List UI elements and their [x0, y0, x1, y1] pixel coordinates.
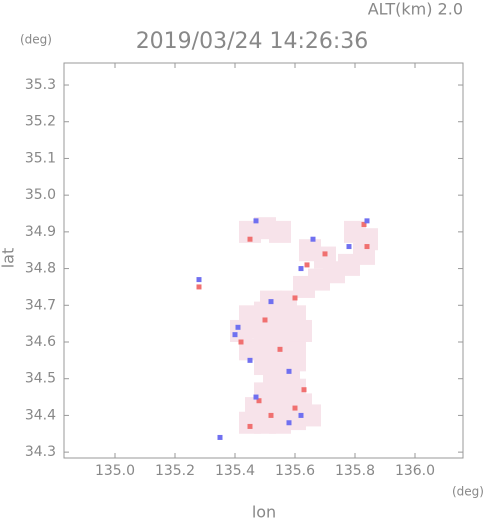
echo-point [217, 434, 223, 440]
y-tick-label: 34.4 [25, 407, 56, 423]
echo-point [286, 420, 292, 426]
x-tick-label: 135.6 [275, 463, 315, 479]
echo-point [268, 299, 274, 305]
y-tick-label: 35.2 [25, 114, 56, 130]
echo-point [361, 222, 367, 228]
echo-point [238, 339, 244, 345]
echo-point [356, 228, 378, 251]
y-tick-label: 35.1 [25, 150, 56, 166]
echo-point [262, 317, 268, 323]
echo-point [196, 284, 202, 290]
echo-point [346, 244, 352, 250]
echo-point [322, 251, 328, 257]
chart-title: 2019/03/24 14:26:36 [136, 29, 369, 54]
altitude-label: ALT(km) 2.0 [368, 0, 463, 19]
echo-point [299, 239, 321, 262]
y-unit: (deg) [20, 33, 52, 47]
echo-point [256, 398, 262, 404]
echo-point [253, 218, 259, 224]
y-tick-label: 34.9 [25, 224, 56, 240]
echo-point [247, 236, 253, 242]
echo-point [253, 394, 259, 400]
y-tick-label: 34.7 [25, 297, 56, 313]
echo-point [310, 236, 316, 242]
echo-point [275, 290, 297, 313]
echo-point [298, 412, 304, 418]
y-tick-label: 34.8 [25, 261, 56, 277]
x-tick-label: 135.8 [335, 463, 375, 479]
x-axis-label: lon [252, 503, 276, 521]
y-tick-label: 34.5 [25, 371, 56, 387]
y-tick-label: 35.3 [25, 77, 56, 93]
echo-point [268, 412, 274, 418]
echo-point [269, 220, 291, 243]
echo-point [301, 387, 307, 393]
x-tick-label: 135.2 [155, 463, 195, 479]
y-tick-label: 34.3 [25, 444, 56, 460]
echo-point [364, 244, 370, 250]
echo-point [364, 218, 370, 224]
echo-point [235, 324, 241, 330]
y-tick-label: 34.6 [25, 334, 56, 350]
x-unit: (deg) [452, 485, 484, 499]
echo-point [292, 295, 298, 301]
echo-point [232, 332, 238, 338]
echo-point [284, 349, 306, 372]
y-tick-label: 35.0 [25, 187, 56, 203]
plot-area [196, 217, 378, 440]
y-axis-label: lat [0, 248, 18, 269]
echo-point [292, 405, 298, 411]
x-tick-label: 135.0 [95, 463, 135, 479]
echo-point [304, 262, 310, 268]
echo-point [247, 423, 253, 429]
x-tick-label: 135.4 [215, 463, 255, 479]
echo-point [298, 266, 304, 272]
echo-point [286, 368, 292, 374]
x-tick-label: 136.0 [395, 463, 435, 479]
echo-point [247, 357, 253, 363]
echo-point [277, 346, 283, 352]
echo-point [196, 277, 202, 283]
plot-frame [63, 62, 464, 459]
